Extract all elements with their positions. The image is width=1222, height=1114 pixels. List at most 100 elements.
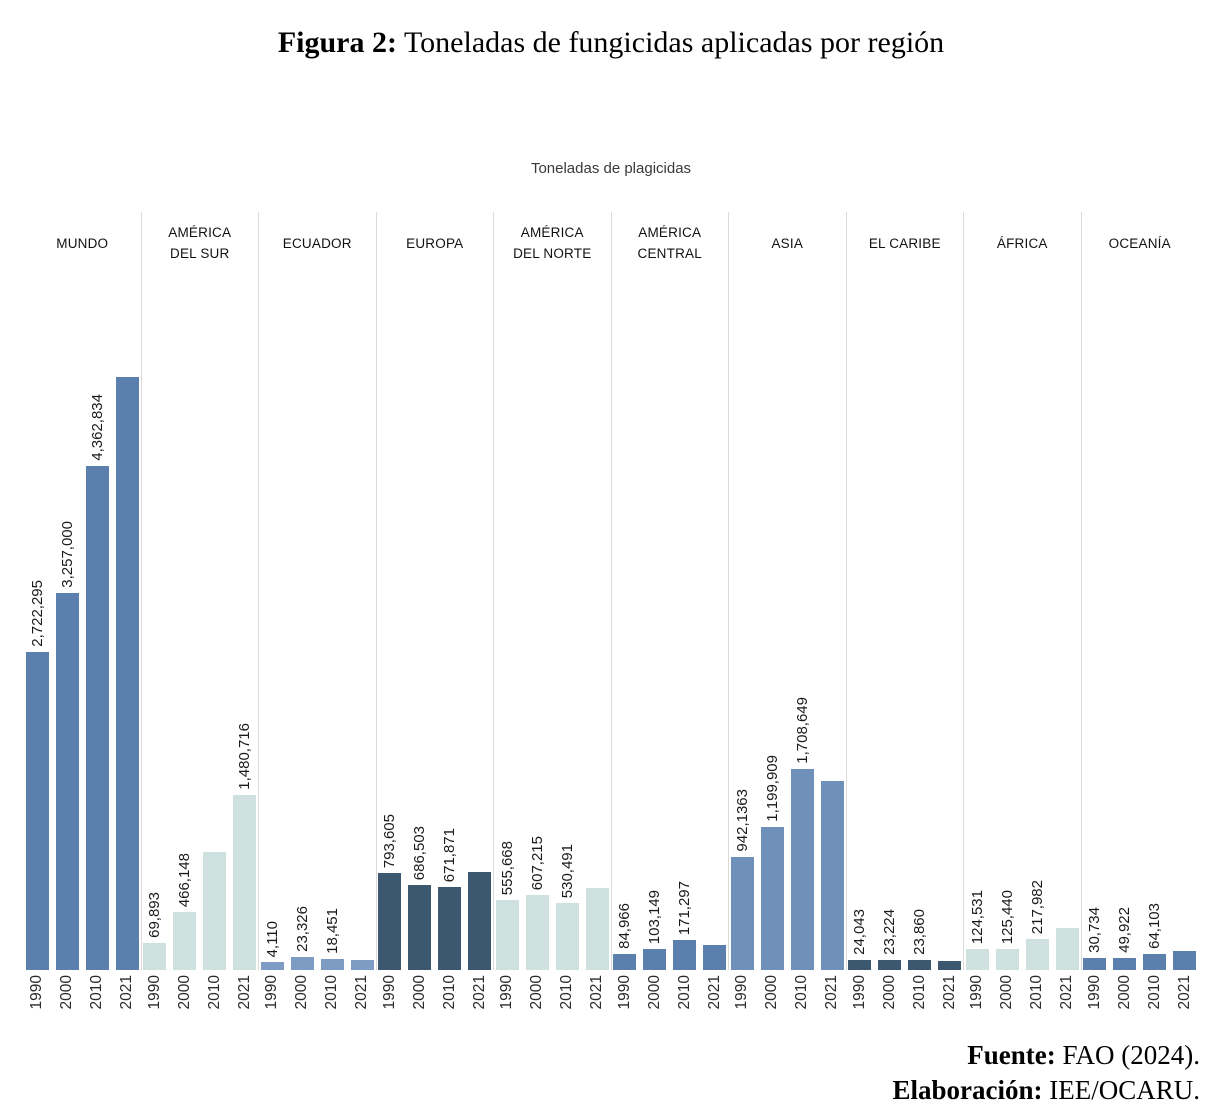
value-label: 18,451	[323, 908, 341, 954]
year-tick-label: 2000	[645, 975, 663, 1010]
region-name: ÁFRICA	[996, 235, 1048, 251]
bar-column: 793,605 1990	[378, 814, 402, 1009]
year-tick-label: 1990	[615, 975, 633, 1010]
year-tick-label: 2010	[88, 975, 106, 1010]
bar-column: 103,149 2000	[643, 889, 667, 1009]
bar-column: 1,199,909 2000	[760, 755, 784, 1009]
bar	[260, 962, 284, 970]
year-tick-label: 1990	[28, 975, 46, 1010]
value-label: 103,149	[646, 889, 664, 944]
year-tick-label: 1990	[145, 975, 163, 1010]
value-label: 69,893	[146, 892, 164, 938]
bar	[555, 903, 579, 970]
year-tick-label: 2010	[910, 975, 928, 1010]
bar-column: 671,871 2010	[438, 828, 462, 1009]
year-tick-label: 2000	[763, 975, 781, 1010]
bar-column: 69,893 1990	[143, 892, 167, 1009]
value-label: 171,297	[676, 880, 694, 935]
year-tick-label: 2021	[823, 975, 841, 1010]
year-tick-label: 2010	[1145, 975, 1163, 1010]
year-tick-label: 2000	[1115, 975, 1133, 1010]
bar-column: 2021	[703, 945, 727, 1009]
bar	[203, 852, 227, 970]
bar	[848, 960, 872, 970]
year-tick-label: 2000	[175, 975, 193, 1010]
region-panel: ASIA 942,1363 1990 1,199,909 2000 1,708,649 20…	[729, 212, 847, 1009]
value-label: 607,215	[528, 835, 546, 890]
value-label: 686,503	[411, 825, 429, 880]
bar	[173, 912, 197, 970]
region-header: ASIA	[729, 220, 846, 268]
region-panel: ÁFRICA 124,531 1990 125,440 2000 217,982 2010 2…	[964, 212, 1082, 1009]
bar	[820, 781, 844, 970]
year-tick-label: 2021	[1175, 975, 1193, 1010]
bar	[378, 873, 402, 970]
bar-column: 942,1363 1990	[730, 789, 754, 1009]
value-label: 125,440	[998, 889, 1016, 944]
year-tick-label: 2010	[440, 975, 458, 1010]
bar-column: 2021	[1055, 928, 1079, 1009]
elaboration-text: IEE/OCARU.	[1042, 1074, 1200, 1105]
bar-column: 217,982 2010	[1025, 880, 1049, 1009]
bar	[320, 959, 344, 970]
chart-panels: MUNDO 2,722,295 1990 3,257,000 2000 4,362,834…	[24, 212, 1198, 1009]
bar-column: 2021	[350, 960, 374, 1009]
value-label: 64,103	[1146, 903, 1164, 949]
region-name: EUROPA	[406, 235, 464, 251]
bar	[438, 887, 462, 970]
region-name: MUNDO	[56, 235, 109, 251]
region-bars: 84,966 1990 103,149 2000 171,297 2010 2021	[612, 880, 729, 1009]
bar-column: 125,440 2000	[995, 889, 1019, 1009]
year-tick-label: 2021	[1058, 975, 1076, 1010]
bar	[115, 377, 139, 970]
bar	[1083, 958, 1107, 970]
bar-column: 1,708,649 2010	[790, 697, 814, 1009]
value-label: 4,110	[263, 920, 281, 957]
region-header: EL CARIBE	[847, 220, 964, 268]
year-tick-label: 2010	[793, 975, 811, 1010]
year-tick-label: 1990	[498, 975, 516, 1010]
year-tick-label: 1990	[968, 975, 986, 1010]
value-label: 23,224	[881, 909, 899, 955]
year-tick-label: 2021	[118, 975, 136, 1010]
bar	[643, 949, 667, 970]
value-label: 24,043	[851, 909, 869, 955]
bar-column: 23,860 2010	[908, 909, 932, 1009]
bar	[1055, 928, 1079, 970]
year-tick-label: 2010	[205, 975, 223, 1010]
value-label: 49,922	[1116, 907, 1134, 953]
value-label: 530,491	[558, 843, 576, 898]
value-label: 23,860	[911, 909, 929, 955]
value-label: 2,722,295	[28, 580, 46, 647]
region-name: EL CARIBE	[868, 235, 941, 251]
bar-column: 4,110 1990	[260, 920, 284, 1009]
value-label: 555,668	[498, 840, 516, 895]
region-bars: 4,110 1990 23,326 2000 18,451 2010 2021	[259, 906, 376, 1009]
bar	[908, 960, 932, 970]
value-label: 124,531	[968, 889, 986, 944]
bar	[525, 895, 549, 970]
region-name: AMÉRICA DEL SUR	[168, 225, 232, 261]
value-label: 3,257,000	[58, 521, 76, 588]
elaboration-label: Elaboración:	[892, 1074, 1043, 1105]
bar-column: 2010	[203, 852, 227, 1009]
bar	[85, 466, 109, 970]
region-header: AMÉRICA DEL SUR	[142, 220, 259, 268]
bar	[468, 872, 492, 970]
bar-column: 49,922 2000	[1113, 907, 1137, 1009]
bar	[730, 857, 754, 970]
bar	[495, 900, 519, 970]
figure-footer: Fuente: FAO (2024). Elaboración: IEE/OCA…	[892, 1038, 1200, 1108]
bar-column: 530,491 2010	[555, 843, 579, 1009]
bar-column: 2,722,295 1990	[25, 580, 49, 1009]
year-tick-label: 2021	[588, 975, 606, 1010]
figure-title-text: Toneladas de fungicidas aplicadas por re…	[396, 26, 945, 59]
region-name: ECUADOR	[282, 235, 352, 251]
bar-column: 124,531 1990	[965, 889, 989, 1009]
bar	[790, 769, 814, 970]
region-header: AMÉRICA CENTRAL	[612, 220, 729, 268]
source-label: Fuente:	[967, 1039, 1056, 1070]
region-bars: 124,531 1990 125,440 2000 217,982 2010 2021	[964, 880, 1081, 1009]
bar-column: 4,362,834 2010	[85, 394, 109, 1009]
region-panel: ECUADOR 4,110 1990 23,326 2000 18,451 2010 2021	[259, 212, 377, 1009]
